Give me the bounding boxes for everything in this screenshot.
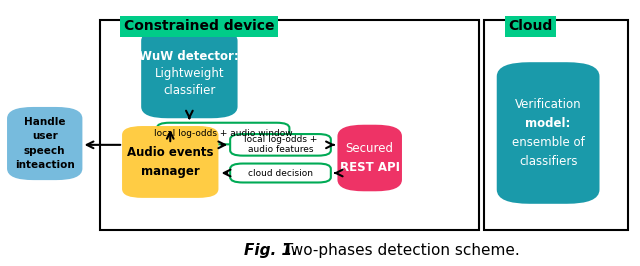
FancyBboxPatch shape: [484, 20, 628, 230]
Text: Fig. 1.: Fig. 1.: [244, 243, 298, 258]
Text: Constrained device: Constrained device: [124, 19, 274, 34]
Text: local log-odds +: local log-odds +: [244, 135, 317, 144]
Text: Audio events: Audio events: [127, 146, 214, 159]
Text: inteaction: inteaction: [15, 160, 75, 170]
Text: ensemble of: ensemble of: [512, 136, 584, 149]
Text: manager: manager: [141, 165, 200, 178]
FancyBboxPatch shape: [498, 63, 598, 203]
Text: Secured: Secured: [346, 142, 394, 155]
Text: WuW detector:: WuW detector:: [140, 50, 239, 63]
Text: model:: model:: [525, 117, 571, 130]
Text: REST API: REST API: [340, 161, 400, 174]
FancyBboxPatch shape: [230, 164, 331, 182]
Text: audio features: audio features: [248, 145, 313, 154]
Text: Handle: Handle: [24, 117, 65, 127]
Text: Lightweight: Lightweight: [154, 67, 224, 80]
Text: local log-odds + audio window: local log-odds + audio window: [154, 129, 292, 138]
FancyBboxPatch shape: [339, 126, 401, 190]
Text: user: user: [32, 131, 58, 141]
Text: Two-phases detection scheme.: Two-phases detection scheme.: [278, 243, 519, 258]
Text: speech: speech: [24, 146, 65, 156]
Text: classifier: classifier: [163, 84, 216, 97]
Text: classifiers: classifiers: [519, 155, 577, 168]
Text: cloud decision: cloud decision: [248, 168, 313, 177]
FancyBboxPatch shape: [100, 20, 479, 230]
Text: Verification: Verification: [515, 98, 581, 111]
FancyBboxPatch shape: [157, 123, 289, 144]
Text: Cloud: Cloud: [508, 19, 552, 34]
FancyBboxPatch shape: [8, 108, 81, 179]
FancyBboxPatch shape: [230, 134, 331, 156]
FancyBboxPatch shape: [142, 30, 237, 117]
FancyBboxPatch shape: [123, 127, 218, 197]
